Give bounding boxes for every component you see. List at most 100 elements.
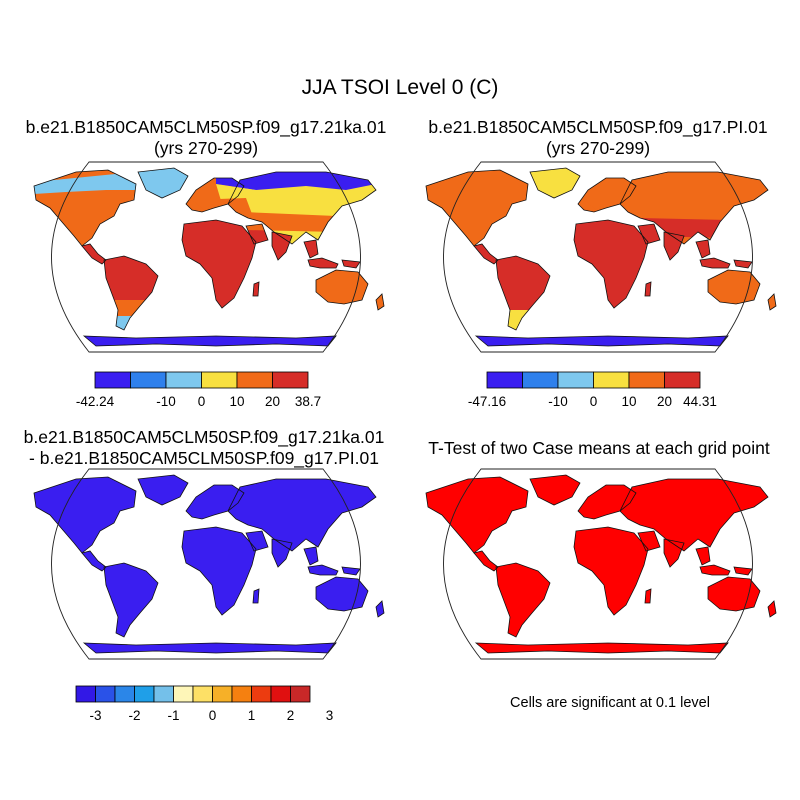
colorbar-box xyxy=(290,685,311,703)
landmass-arabia xyxy=(638,531,660,551)
colorbar-pi: -47.16 -10 0 10 20 44.31 xyxy=(468,371,717,409)
landmass-camerica xyxy=(474,551,498,571)
colorbar-label: 2 xyxy=(287,708,295,723)
coastline-seasia xyxy=(303,239,319,259)
coastline-newguinea xyxy=(733,259,753,269)
landmass-madagascar xyxy=(645,282,651,296)
landmass-seasia xyxy=(304,547,318,565)
map-panel-pi xyxy=(425,161,777,353)
significance-note: Cells are significant at 0.1 level xyxy=(510,695,710,711)
landmass-camerica xyxy=(82,244,106,264)
panel3-title-case-b: - b.e21.B1850CAM5CLM50SP.f09_g17.PI.01 xyxy=(29,448,379,468)
landmass-samerica xyxy=(496,256,550,330)
coastline-india xyxy=(271,538,293,568)
coastline-europe xyxy=(185,177,245,213)
colorbar-box xyxy=(114,685,135,703)
landmass-samerica xyxy=(104,256,158,330)
coastline-india xyxy=(663,231,685,261)
coastline-madagascar xyxy=(252,281,260,297)
colorbar-label: 0 xyxy=(209,708,217,723)
landmass-namerica xyxy=(426,170,528,246)
colorbar-label: -10 xyxy=(548,394,568,409)
coastline-newzealand xyxy=(767,600,777,618)
coastline-newguinea xyxy=(341,259,361,269)
landmass-asia xyxy=(620,479,768,551)
coastline-indonesia xyxy=(307,564,339,576)
colorbar-label: -10 xyxy=(156,394,176,409)
coastline-africa xyxy=(573,526,649,616)
landmass-indonesia xyxy=(700,258,730,268)
panel1-title-case: b.e21.B1850CAM5CLM50SP.f09_g17.21ka.01 xyxy=(25,117,387,137)
coastline-india xyxy=(271,231,293,261)
colorbar-label: 10 xyxy=(229,394,244,409)
panel1-title-years: (yrs 270-299) xyxy=(153,138,259,158)
colorbar-label: -47.16 xyxy=(468,394,506,409)
landmass-greenland xyxy=(530,168,580,198)
landmass-antarctica xyxy=(476,643,728,653)
colorbar-box xyxy=(236,371,273,389)
coastline-seasia xyxy=(695,239,711,259)
landmass-madagascar xyxy=(253,282,259,296)
coastline-samerica xyxy=(495,255,551,331)
landmass-asia xyxy=(228,479,376,551)
map-boundary xyxy=(51,161,361,353)
landmass-seasia xyxy=(696,547,710,565)
landmass-antarctica xyxy=(84,336,336,346)
map-boundary xyxy=(443,468,753,660)
coastline-australia xyxy=(315,576,369,612)
landmass-madagascar xyxy=(253,589,259,603)
colorbar-label: 1 xyxy=(248,708,256,723)
landmass-indonesia xyxy=(308,565,338,575)
landmass-australia xyxy=(316,577,368,611)
coastline-greenland xyxy=(137,474,189,506)
landmass-asia xyxy=(228,172,376,244)
landmass-australia xyxy=(708,577,760,611)
landmass-greenland xyxy=(138,475,188,505)
coastline-australia xyxy=(707,576,761,612)
coastline-arabia xyxy=(245,223,269,245)
colorbar-box xyxy=(231,685,252,703)
landmass-india xyxy=(664,539,684,567)
coastline-newzealand xyxy=(767,293,777,311)
panel3-title-case-a: b.e21.B1850CAM5CLM50SP.f09_g17.21ka.01 xyxy=(23,427,385,447)
coastline-indonesia xyxy=(307,257,339,269)
landmass-antarctica xyxy=(476,336,728,346)
coastline-europe xyxy=(577,484,637,520)
colorbar-box xyxy=(212,685,233,703)
coastline-europe xyxy=(185,484,245,520)
landmass-seasia xyxy=(696,240,710,258)
coastline-australia xyxy=(707,269,761,305)
landmass-namerica xyxy=(426,477,528,553)
landmass-africa xyxy=(574,220,648,308)
coastlines xyxy=(425,474,777,654)
coastline-africa xyxy=(181,219,257,309)
coastline-australia xyxy=(315,269,369,305)
coastline-india xyxy=(663,538,685,568)
colorbar-label: 38.7 xyxy=(295,394,321,409)
landmass-indonesia xyxy=(308,258,338,268)
coastline-africa xyxy=(181,526,257,616)
landmass-antarctica xyxy=(84,643,336,653)
landmass-india xyxy=(272,539,292,567)
landmass-asia xyxy=(620,172,768,244)
temperature-band-1 xyxy=(34,172,140,194)
colorbar-label: 20 xyxy=(265,394,280,409)
colorbar-difference: -3 -2 -1 0 1 2 3 xyxy=(75,685,333,723)
landmass-australia xyxy=(708,270,760,304)
landmass-arabia xyxy=(246,531,268,551)
landmass-namerica xyxy=(34,477,136,553)
map-boundary xyxy=(443,161,753,353)
colorbar-box xyxy=(522,371,559,389)
coastline-greenland xyxy=(529,167,581,199)
colorbar-label: 0 xyxy=(198,394,206,409)
colorbar-box xyxy=(192,685,213,703)
landmass-africa xyxy=(182,220,256,308)
coastline-newzealand xyxy=(375,293,385,311)
panel4-title: T-Test of two Case means at each grid po… xyxy=(428,438,770,458)
colorbar-label: 20 xyxy=(657,394,672,409)
coastline-greenland xyxy=(137,167,189,199)
landmass-india xyxy=(664,232,684,260)
panel2-title-years: (yrs 270-299) xyxy=(545,138,651,158)
colorbar-label: 44.31 xyxy=(683,394,717,409)
landmass-europe xyxy=(578,485,636,519)
